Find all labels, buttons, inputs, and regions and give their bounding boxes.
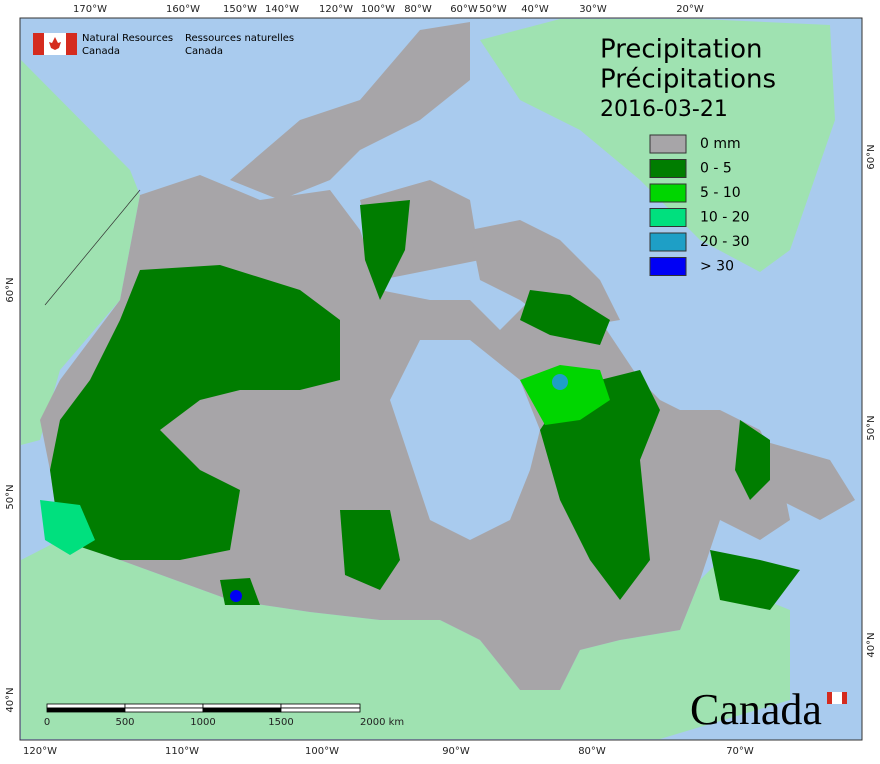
precip-area xyxy=(520,365,610,425)
longitude-label: 30°W xyxy=(579,4,607,15)
legend-swatch xyxy=(649,257,687,276)
longitude-label: 40°W xyxy=(521,4,549,15)
org-en: Natural Resources xyxy=(82,33,173,44)
longitude-label: 170°W xyxy=(73,4,107,15)
scale-label: 1500 xyxy=(268,717,293,728)
precip-area xyxy=(40,500,95,555)
longitude-label: 100°W xyxy=(305,746,339,757)
title: Precipitation xyxy=(600,35,763,65)
legend-swatch xyxy=(649,208,687,227)
longitude-label: 80°W xyxy=(404,4,432,15)
flag xyxy=(66,33,77,55)
legend-label: 0 mm xyxy=(700,136,741,152)
scale-label: 2000 km xyxy=(360,717,404,728)
latitude-label: 40°N xyxy=(866,632,877,657)
legend-swatch xyxy=(649,183,687,203)
precip-area xyxy=(520,290,610,345)
latitude-label: 40°N xyxy=(5,687,16,712)
longitude-label: 110°W xyxy=(165,746,199,757)
hudson-bay xyxy=(390,340,540,540)
latitude-label: 60°N xyxy=(866,144,877,169)
precip-area xyxy=(540,370,660,600)
longitude-label: 90°W xyxy=(442,746,470,757)
flag xyxy=(33,33,44,55)
precip-area xyxy=(220,578,260,605)
longitude-label: 120°W xyxy=(319,4,353,15)
precip-area xyxy=(710,550,800,610)
org-fr: Canada xyxy=(185,46,223,57)
united-states xyxy=(21,540,790,739)
date: 2016-03-21 xyxy=(600,97,728,122)
precip-area xyxy=(735,420,770,500)
scale-segment xyxy=(124,703,204,709)
scale-segment xyxy=(202,707,282,713)
flag xyxy=(49,37,61,50)
scale-segment xyxy=(280,703,361,709)
wordmark: Canada xyxy=(690,685,822,734)
wordmark-flag xyxy=(842,692,847,704)
legend-label: 10 - 20 xyxy=(700,210,750,226)
scale-segment xyxy=(202,703,282,709)
precip-area xyxy=(230,590,242,602)
longitude-label: 20°W xyxy=(676,4,704,15)
longitude-label: 120°W xyxy=(23,746,57,757)
longitude-label: 150°W xyxy=(223,4,257,15)
border xyxy=(44,189,141,306)
legend-swatch xyxy=(649,134,687,154)
scale-segment xyxy=(46,707,126,713)
longitude-label: 140°W xyxy=(265,4,299,15)
scale-label: 1000 xyxy=(190,717,215,728)
legend-swatch xyxy=(649,232,687,252)
newfoundland xyxy=(760,440,855,520)
legend-label: 5 - 10 xyxy=(700,185,741,201)
precip-area xyxy=(340,510,400,590)
legend-label: > 30 xyxy=(700,259,734,275)
land xyxy=(21,19,855,739)
scale-segment xyxy=(46,703,126,709)
legend-label: 0 - 5 xyxy=(700,161,732,177)
longitude-label: 70°W xyxy=(726,746,754,757)
precip-area xyxy=(360,200,410,300)
longitude-label: 60°W xyxy=(450,4,478,15)
legend-swatch xyxy=(649,159,687,178)
scale-label: 0 xyxy=(44,717,50,728)
latitude-label: 60°N xyxy=(5,277,16,302)
title: Précipitations xyxy=(600,65,776,95)
legend-label: 20 - 30 xyxy=(700,234,750,250)
latitude-label: 50°N xyxy=(866,415,877,440)
baffin-island xyxy=(470,220,620,330)
wordmark-flag xyxy=(827,692,832,704)
arctic-islands xyxy=(230,22,470,200)
org-en: Canada xyxy=(82,46,120,57)
scale-segment xyxy=(124,707,204,713)
scale-label: 500 xyxy=(115,717,134,728)
longitude-label: 160°W xyxy=(166,4,200,15)
org-fr: Ressources naturelles xyxy=(185,33,294,44)
alaska xyxy=(21,60,140,445)
precip-area xyxy=(50,265,340,560)
latitude-label: 50°N xyxy=(5,484,16,509)
longitude-label: 50°W xyxy=(479,4,507,15)
longitude-label: 100°W xyxy=(361,4,395,15)
scale-segment xyxy=(280,707,361,713)
longitude-label: 80°W xyxy=(578,746,606,757)
precip-area xyxy=(552,374,568,390)
